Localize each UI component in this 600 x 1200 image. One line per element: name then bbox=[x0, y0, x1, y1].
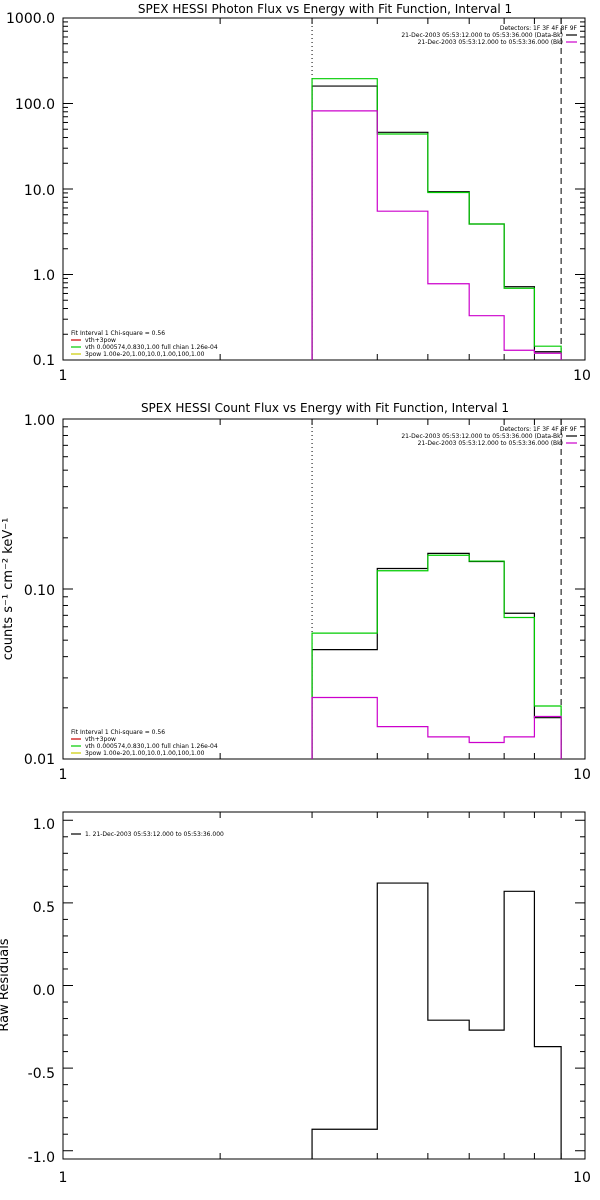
photon-flux-series-line-3 bbox=[311, 110, 562, 360]
residuals-series bbox=[311, 882, 562, 1159]
count-flux-fit-legend-header: Fit Interval 1 Chi-square = 0.56 bbox=[71, 729, 165, 736]
photon-flux-ytick-label: 1.0 bbox=[33, 268, 55, 284]
residuals-xtick-label: 10 bbox=[573, 1170, 591, 1186]
count-flux-axes-frame bbox=[62, 418, 586, 760]
photon-flux-fit-legend-header: Fit Interval 1 Chi-square = 0.56 bbox=[71, 330, 165, 337]
residuals-panel: Raw Residuals 1.0 0.5 0.0 -0.5 -1.0 1 10… bbox=[0, 811, 591, 1186]
photon-flux-panel: SPEX HESSI Photon Flux vs Energy with Fi… bbox=[6, 2, 591, 384]
count-flux-fit-legend-entry: vth 0.000574,0.830,1.00 full chian 1.26e… bbox=[85, 743, 218, 750]
photon-flux-ytick-label: 10.0 bbox=[24, 183, 55, 199]
count-flux-vlines bbox=[311, 419, 562, 759]
residuals-ytick-label: -0.5 bbox=[28, 1066, 55, 1082]
photon-flux-ytick-label: 0.1 bbox=[33, 353, 55, 369]
photon-flux-legend-entry: 21-Dec-2003 05:53:12.000 to 05:53:36.000… bbox=[401, 32, 563, 39]
photon-flux-series bbox=[311, 78, 562, 360]
residuals-axes-frame bbox=[62, 811, 586, 1160]
count-flux-series-line-2 bbox=[311, 554, 562, 759]
count-flux-legend-left: Fit Interval 1 Chi-square = 0.56vth+3pow… bbox=[71, 729, 218, 757]
photon-flux-fit-legend-entry: vth+3pow bbox=[85, 337, 116, 344]
count-flux-ytick-label: 0.01 bbox=[24, 752, 55, 768]
photon-flux-xtick-label: 10 bbox=[573, 368, 591, 384]
residuals-series-line-1 bbox=[311, 882, 562, 1159]
photon-flux-fit-legend-entry: 3pow 1.00e-20,1.00,10.0,1.00,100,1.00 bbox=[85, 351, 205, 358]
count-flux-minor-ticks bbox=[63, 419, 585, 760]
photon-flux-title: SPEX HESSI Photon Flux vs Energy with Fi… bbox=[138, 2, 512, 16]
photon-flux-ytick-label: 100.0 bbox=[15, 97, 55, 113]
count-flux-legend-entry: 21-Dec-2003 05:53:12.000 to 05:53:36.000… bbox=[401, 433, 563, 440]
count-flux-xtick-label: 10 bbox=[573, 767, 591, 783]
photon-flux-legend-entry: 21-Dec-2003 05:53:12.000 to 05:53:36.000… bbox=[418, 39, 563, 46]
photon-flux-legend-left: Fit Interval 1 Chi-square = 0.56vth+3pow… bbox=[71, 330, 218, 358]
count-flux-fit-legend-entry: vth+3pow bbox=[85, 736, 116, 743]
photon-flux-minor-ticks bbox=[63, 18, 585, 361]
count-flux-legend-entry: 21-Dec-2003 05:53:12.000 to 05:53:36.000… bbox=[418, 440, 563, 447]
photon-flux-fit-legend-entry: vth 0.000574,0.830,1.00 full chian 1.26e… bbox=[85, 344, 218, 351]
count-flux-series-line-3 bbox=[311, 696, 562, 759]
residuals-ytick-label: -1.0 bbox=[28, 1150, 55, 1166]
count-flux-series-line-1 bbox=[311, 552, 562, 759]
photon-flux-series-line-2 bbox=[311, 78, 562, 360]
count-flux-title: SPEX HESSI Count Flux vs Energy with Fit… bbox=[141, 401, 509, 415]
count-flux-xtick-label: 1 bbox=[59, 767, 68, 783]
count-flux-legend-header: Detectors: 1F 3F 4F 8F 9F bbox=[500, 426, 578, 433]
photon-flux-legend-header: Detectors: 1F 3F 4F 8F 9F bbox=[500, 25, 578, 32]
residuals-ylabel: Raw Residuals bbox=[0, 938, 12, 1031]
residuals-ytick-label: 0.5 bbox=[33, 900, 55, 916]
count-flux-fit-legend-entry: 3pow 1.00e-20,1.00,10.0,1.00,100,1.00 bbox=[85, 750, 205, 757]
count-flux-ylabel: counts s⁻¹ cm⁻² keV⁻¹ bbox=[1, 518, 16, 661]
residuals-ytick-label: 0.0 bbox=[33, 983, 55, 999]
photon-flux-ytick-label: 1000.0 bbox=[6, 11, 55, 27]
photon-flux-vlines bbox=[311, 18, 562, 360]
residuals-minor-ticks bbox=[63, 812, 585, 1159]
residuals-fit-legend-entry: 1. 21-Dec-2003 05:53:12.000 to 05:53:36.… bbox=[85, 831, 224, 838]
photon-flux-xtick-label: 1 bbox=[59, 368, 68, 384]
count-flux-panel: SPEX HESSI Count Flux vs Energy with Fit… bbox=[1, 401, 591, 783]
count-flux-ytick-label: 1.00 bbox=[24, 413, 55, 429]
count-flux-series bbox=[311, 552, 562, 759]
photon-flux-series-line-1 bbox=[311, 85, 562, 360]
residuals-ytick-label: 1.0 bbox=[33, 817, 55, 833]
count-flux-ytick-label: 0.10 bbox=[24, 583, 55, 599]
residuals-xtick-label: 1 bbox=[59, 1170, 68, 1186]
photon-flux-axes-frame bbox=[62, 17, 586, 361]
residuals-legend-left: 1. 21-Dec-2003 05:53:12.000 to 05:53:36.… bbox=[71, 831, 224, 838]
